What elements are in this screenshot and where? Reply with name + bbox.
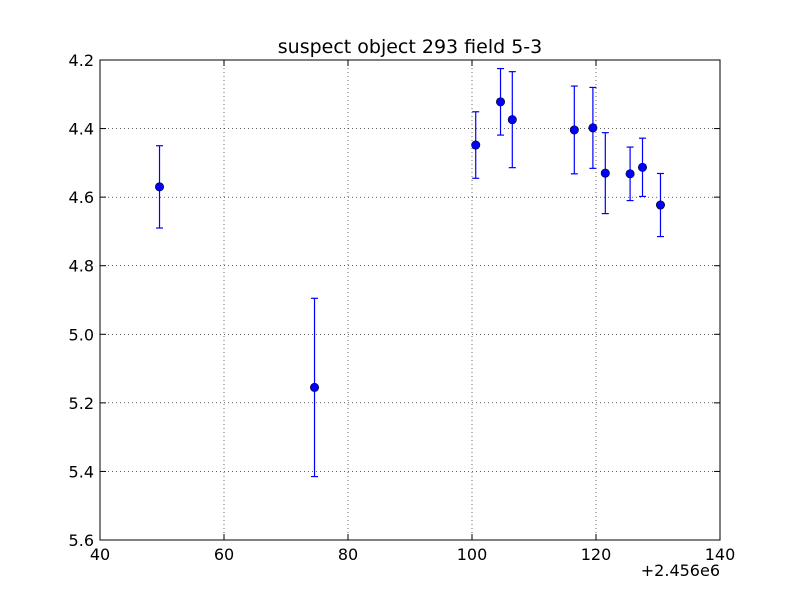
data-point xyxy=(625,169,635,179)
plot-frame xyxy=(99,59,721,541)
x-axis-offset-label: +2.456e6 xyxy=(641,561,720,580)
y-tick-label: 5.0 xyxy=(69,325,94,344)
x-tick-label: 40 xyxy=(90,545,110,564)
chart-title: suspect object 293 field 5-3 xyxy=(278,36,543,58)
y-tick-label: 4.2 xyxy=(69,51,94,70)
y-tick-label: 5.2 xyxy=(69,394,94,413)
y-tick-label: 4.6 xyxy=(69,188,94,207)
data-point xyxy=(507,115,517,125)
x-tick-label: 120 xyxy=(581,545,612,564)
x-tick-label: 60 xyxy=(214,545,234,564)
x-tick-label: 100 xyxy=(457,545,488,564)
data-point xyxy=(310,382,320,392)
data-point xyxy=(637,162,647,172)
y-tick-label: 5.4 xyxy=(69,462,94,481)
x-tick-label: 80 xyxy=(338,545,358,564)
data-point xyxy=(496,97,506,107)
data-point xyxy=(155,182,165,192)
y-tick-label: 4.4 xyxy=(69,120,94,139)
y-tick-label: 5.6 xyxy=(69,531,94,550)
x-axis-ticks: 40 60 80 100 120 140 xyxy=(90,60,735,564)
y-axis-ticks: 4.2 4.4 4.6 4.8 5.0 5.2 5.4 5.6 xyxy=(69,51,720,550)
data-point xyxy=(471,140,481,150)
data-points xyxy=(155,97,665,392)
y-tick-label: 4.8 xyxy=(69,257,94,276)
data-point xyxy=(600,168,610,178)
x-tick-label: 140 xyxy=(705,545,736,564)
data-point xyxy=(569,125,579,135)
data-point xyxy=(655,200,665,210)
grid-lines xyxy=(100,60,720,540)
data-point xyxy=(588,123,598,133)
plot-background xyxy=(100,60,720,540)
